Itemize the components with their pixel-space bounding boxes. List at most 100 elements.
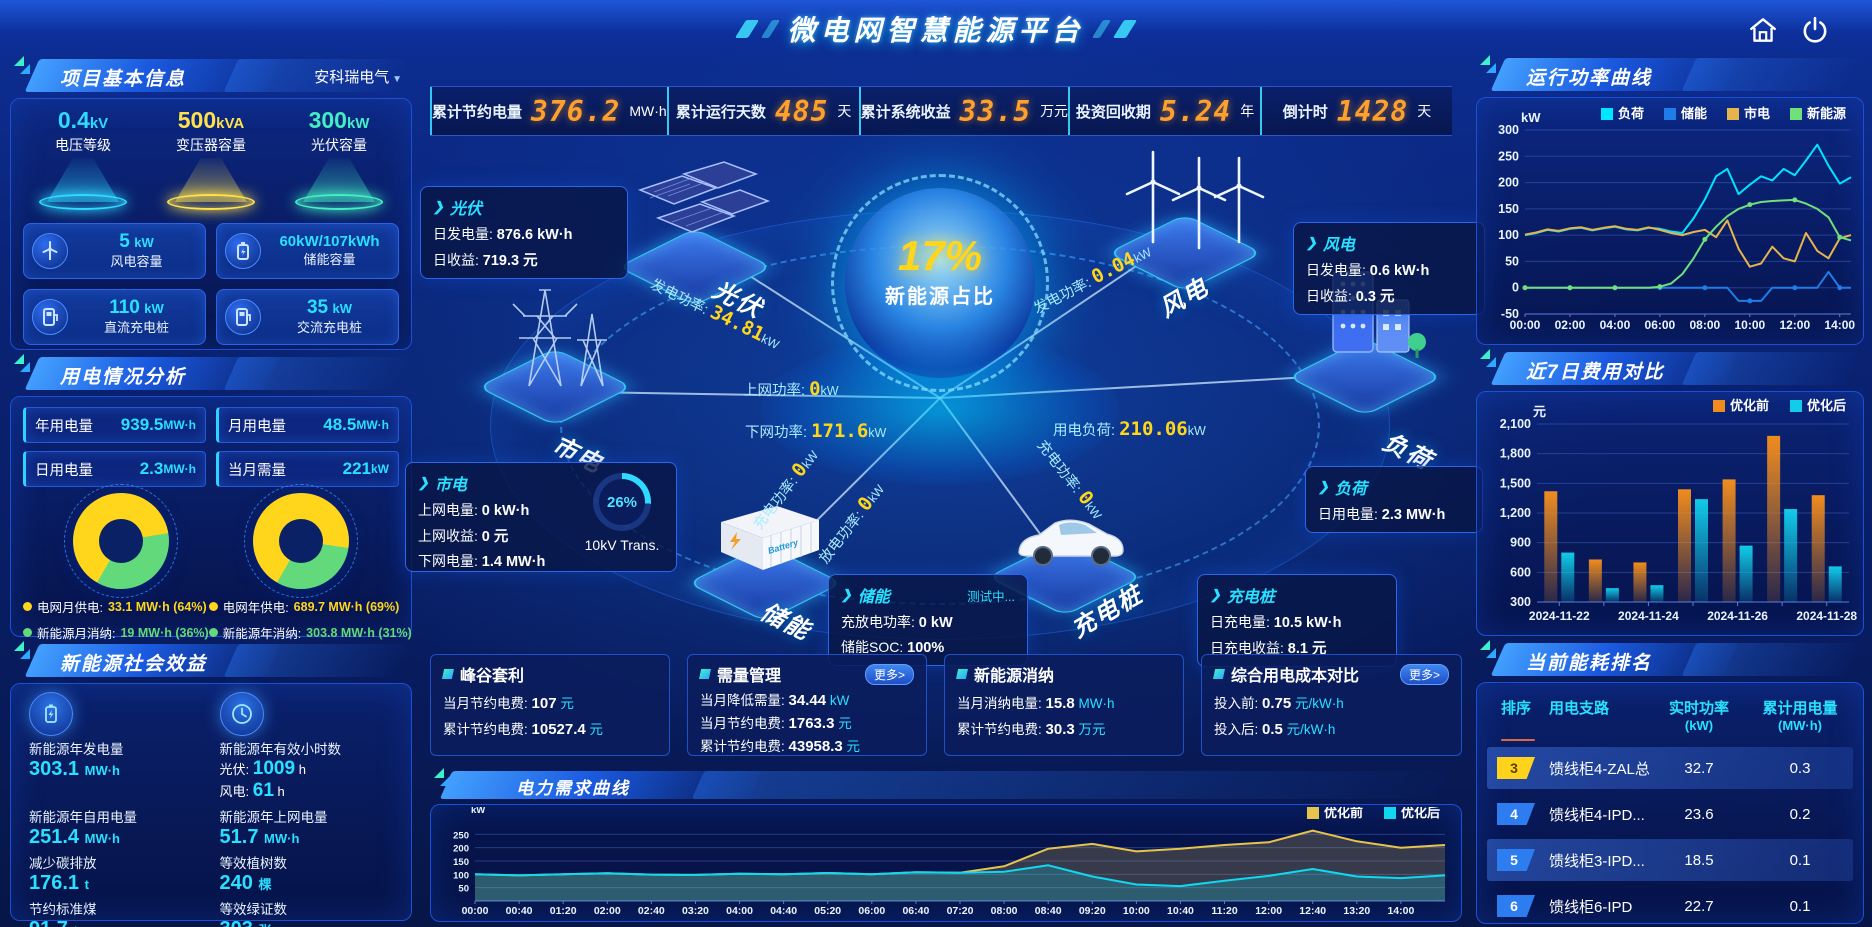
company-dropdown[interactable]: 安科瑞电气 bbox=[314, 66, 402, 87]
panel-corner-icon bbox=[432, 768, 452, 788]
table-row[interactable]: 3 馈线柜4-ZAL总 32.7 0.3 bbox=[1487, 747, 1853, 789]
svg-text:06:00: 06:00 bbox=[1645, 318, 1676, 332]
panel-corner-icon bbox=[1478, 55, 1498, 75]
info-box-title: 风电 bbox=[1306, 231, 1472, 255]
panel-header: 新能源社会效益 bbox=[10, 641, 412, 681]
power-curve-chart: -50 0 50 100 150 200 250 300 kW 00:00 02:00 04:00 06… bbox=[1479, 100, 1861, 345]
power-icon[interactable] bbox=[1800, 15, 1830, 45]
kpi-saved-energy: 累计节约电量 376.2 MW·h bbox=[430, 87, 667, 135]
svg-text:300: 300 bbox=[1498, 123, 1519, 137]
wind-turbines-icon bbox=[1125, 150, 1265, 250]
legend-renewable-month: 新能源月消纳: 19 MW·h (36%) bbox=[23, 623, 209, 642]
panel-corner-icon bbox=[12, 641, 32, 661]
demand_curve-svg: 50 100 150 200 250 kW 00:00 00:40 01:20 02:00 02:4… bbox=[453, 805, 1446, 917]
info-box-title: 负荷 bbox=[1318, 475, 1470, 499]
dc-charger-icon bbox=[32, 299, 68, 335]
flow-load-power: 用电负荷: 210.06kW bbox=[1053, 418, 1206, 440]
info-box-title: 储能测试中... bbox=[841, 583, 1015, 607]
panel-title: 运行功率曲线 bbox=[1526, 68, 1653, 89]
stat-day-usage: 日用电量 2.3 MW·h bbox=[23, 451, 206, 487]
panel-header-tail bbox=[223, 644, 408, 677]
cost-compare-chart: 300 600 900 1,200 1,500 1,800 2,100 元 2024-11-22… bbox=[1479, 394, 1861, 637]
svg-text:12:40: 12:40 bbox=[1299, 905, 1326, 917]
svg-text:00:00: 00:00 bbox=[462, 905, 489, 917]
panel-header-tail bbox=[1682, 643, 1860, 676]
table-row[interactable]: 6 馈线柜6-IPD 22.7 0.1 bbox=[1487, 885, 1853, 923]
kpi-label: 投资回收期 bbox=[1075, 103, 1151, 121]
panel-title: 当前能耗排名 bbox=[1526, 653, 1653, 674]
table-row[interactable]: 5 馈线柜3-IPD... 18.5 0.1 bbox=[1487, 839, 1853, 881]
card-unit: kW bbox=[134, 234, 154, 250]
deco-slash bbox=[734, 20, 760, 38]
clock-icon bbox=[219, 692, 264, 736]
svg-text:负荷: 负荷 bbox=[1618, 106, 1644, 121]
rank-badge: 3 bbox=[1497, 757, 1535, 779]
svg-text:kW: kW bbox=[1521, 110, 1541, 125]
svg-text:14:00: 14:00 bbox=[1824, 318, 1855, 332]
panel-cost-comparison: 综合用电成本对比 更多> 投入前: 0.75 元/kW·h 投入后: 0.5 元/… bbox=[1201, 654, 1462, 756]
svg-text:200: 200 bbox=[1498, 176, 1519, 190]
stat-month-usage: 月用电量 48.5 MW·h bbox=[216, 407, 399, 443]
ranking-header-underline bbox=[1501, 739, 1535, 741]
power-pylon-icon bbox=[512, 289, 607, 387]
svg-text:08:40: 08:40 bbox=[1035, 905, 1062, 917]
card-label: 直流充电桩 bbox=[103, 319, 169, 335]
panel-project-info: 项目基本信息 安科瑞电气 0.4kV 电压等级 500kVA 变压器容量 3 bbox=[10, 56, 412, 350]
legend-grid-year: 电网年供电: 689.7 MW·h (69%) bbox=[208, 597, 412, 616]
kpi-value: 1428 bbox=[1336, 94, 1409, 128]
benefit-trees: 等效植树数 240 棵 bbox=[219, 856, 288, 894]
spotlight-cone bbox=[47, 158, 119, 202]
generator-icon bbox=[29, 692, 73, 736]
kpi-label: 累计节约电量 bbox=[432, 103, 523, 121]
deco-slash bbox=[1112, 20, 1138, 38]
benefit-co2-reduction: 减少碳排放 176.1 t bbox=[29, 856, 97, 894]
svg-text:09:20: 09:20 bbox=[1079, 905, 1106, 917]
panel-renewable-consumption: 新能源消纳 当月消纳电量: 15.8 MW·h 累计节约电费: 30.3 万元 bbox=[944, 654, 1184, 756]
more-button[interactable]: 更多> bbox=[864, 663, 914, 685]
panel-header: 运行功率曲线 bbox=[1476, 55, 1864, 95]
kpi-value: 33.5 bbox=[959, 94, 1032, 128]
svg-text:优化后: 优化后 bbox=[1807, 398, 1846, 413]
kpi-unit: MW·h bbox=[629, 103, 667, 119]
home-icon[interactable] bbox=[1748, 15, 1778, 45]
svg-text:元: 元 bbox=[1533, 404, 1546, 419]
svg-text:250: 250 bbox=[453, 830, 469, 841]
more-button[interactable]: 更多> bbox=[1399, 663, 1449, 685]
panel-bullet-icon bbox=[1213, 669, 1225, 679]
svg-text:150: 150 bbox=[1498, 202, 1519, 216]
spotlight-cone bbox=[175, 158, 247, 202]
spot-unit: kV bbox=[89, 115, 109, 132]
spot-label: 变压器容量 bbox=[176, 137, 246, 153]
table-row[interactable]: 4 馈线柜4-IPD... 23.6 0.2 bbox=[1487, 793, 1853, 835]
ac-charger-icon bbox=[225, 299, 261, 335]
benefit-green-certs: 等效绿证数 303 张 bbox=[219, 902, 288, 927]
svg-text:04:00: 04:00 bbox=[1600, 318, 1631, 332]
panel-title: 近7日费用对比 bbox=[1526, 362, 1665, 383]
svg-text:100: 100 bbox=[1498, 228, 1519, 242]
kpi-label: 累计系统收益 bbox=[860, 103, 951, 121]
svg-text:2,100: 2,100 bbox=[1500, 417, 1531, 431]
stat-year-usage: 年用电量 939.5 MW·h bbox=[23, 407, 206, 443]
svg-text:04:40: 04:40 bbox=[770, 905, 797, 917]
svg-text:00:00: 00:00 bbox=[1510, 318, 1541, 332]
panel-corner-icon bbox=[1478, 349, 1498, 369]
benefit-coal-saved: 节约标准煤 91.7 t bbox=[29, 902, 97, 927]
svg-text:2024-11-22: 2024-11-22 bbox=[1529, 609, 1590, 623]
benefit-grid: 新能源年发电量 303.1 MW·h 新能源年有效小时数 光伏: 1009 h … bbox=[29, 692, 401, 927]
spotlight-transformer: 500kVA 变压器容量 bbox=[147, 107, 275, 210]
app-header: 微电网智慧能源平台 bbox=[0, 0, 1872, 56]
svg-text:1,800: 1,800 bbox=[1500, 447, 1531, 461]
benefit-annual-generation: 新能源年发电量 303.1 MW·h bbox=[29, 692, 220, 802]
panel-social-benefit: 新能源社会效益 新能源年发电量 303.1 MW·h 新能源年有效小时数 光伏:… bbox=[10, 641, 412, 927]
deco-slash bbox=[760, 20, 781, 38]
kpi-revenue: 累计系统收益 33.5 万元 bbox=[858, 87, 1068, 135]
panel-title: 电力需求曲线 bbox=[516, 779, 630, 798]
svg-text:10:00: 10:00 bbox=[1734, 318, 1765, 332]
title-wrap: 微电网智慧能源平台 bbox=[734, 9, 1138, 49]
panel-header-tail bbox=[692, 771, 1448, 799]
kpi-unit: 年 bbox=[1240, 103, 1255, 119]
svg-text:kW: kW bbox=[471, 807, 485, 816]
svg-text:08:00: 08:00 bbox=[991, 905, 1018, 917]
usage-stats: 年用电量 939.5 MW·h 月用电量 48.5 MW·h 日用电量 2.3 MW·h 当… bbox=[23, 407, 399, 487]
